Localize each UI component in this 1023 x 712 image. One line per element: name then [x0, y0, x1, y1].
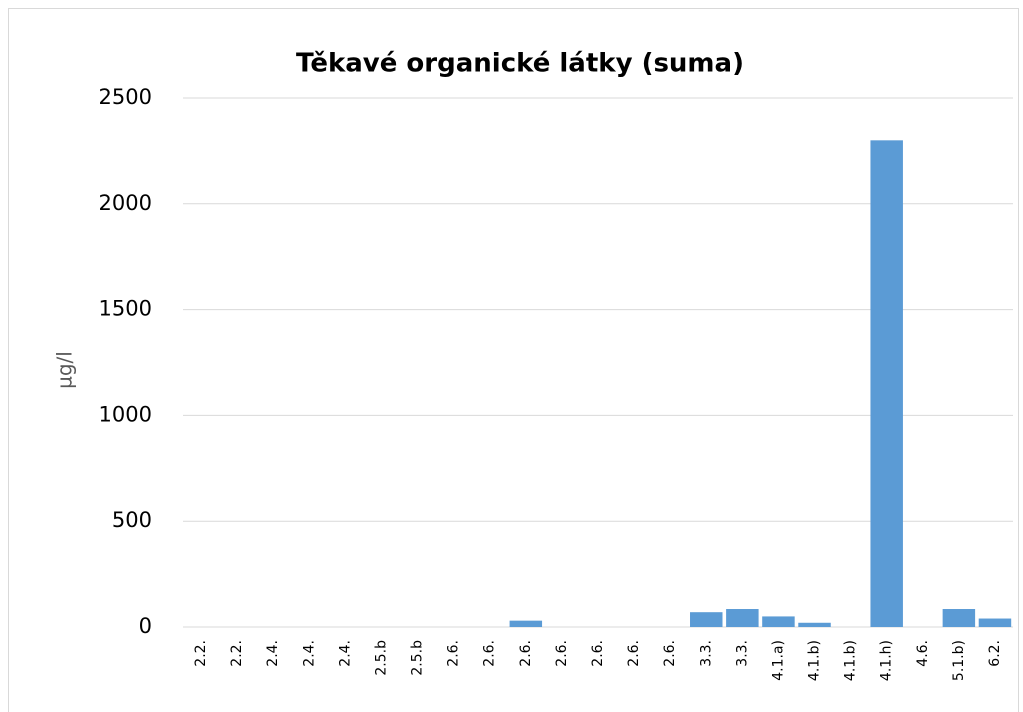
chart-border [8, 8, 1019, 712]
x-tick-label: 5.1.b) [951, 640, 967, 681]
x-tick-label: 6.2. [987, 640, 1003, 667]
x-tick-label: 2.5.b [373, 640, 389, 676]
x-tick-label: 3.3. [734, 640, 750, 667]
y-tick-label: 1000 [99, 402, 152, 426]
x-tick-label: 4.1.b) [807, 640, 823, 681]
x-tick-label: 2.5.b [410, 640, 426, 676]
x-tick-label: 2.2. [193, 640, 209, 667]
x-tick-label: 4.1.b) [843, 640, 859, 681]
bar [978, 618, 1012, 627]
x-tick-label: 2.4. [265, 640, 281, 667]
bar [509, 620, 543, 627]
x-tick-label: 2.6. [662, 640, 678, 667]
bar [762, 616, 795, 627]
x-tick-label: 2.6. [518, 640, 534, 667]
x-tick-label: 2.6. [446, 640, 462, 667]
y-tick-label: 0 [139, 614, 152, 638]
x-tick-label: 2.6. [482, 640, 498, 667]
y-tick-label: 2000 [99, 191, 152, 215]
bar [870, 140, 903, 627]
y-axis-title: µg/l [53, 351, 77, 389]
x-tick-label: 2.2. [229, 640, 245, 667]
x-tick-label: 2.6. [554, 640, 570, 667]
x-tick-label: 4.6. [915, 640, 931, 667]
y-tick-label: 2500 [99, 85, 152, 109]
bar [690, 612, 723, 627]
x-tick-label: 2.4. [301, 640, 317, 667]
bar [726, 609, 759, 627]
x-tick-label: 4.1.a) [770, 640, 786, 681]
x-tick-label: 2.6. [626, 640, 642, 667]
chart-title: Těkavé organické látky (suma) [296, 49, 744, 79]
y-tick-label: 500 [112, 508, 152, 532]
x-tick-label: 3.3. [698, 640, 714, 667]
x-tick-label: 2.4. [337, 640, 353, 667]
x-tick-label: 4.1.h) [879, 640, 895, 681]
bar [798, 622, 831, 627]
bar [942, 609, 976, 627]
x-tick-label: 2.6. [590, 640, 606, 667]
y-tick-label: 1500 [99, 297, 152, 321]
